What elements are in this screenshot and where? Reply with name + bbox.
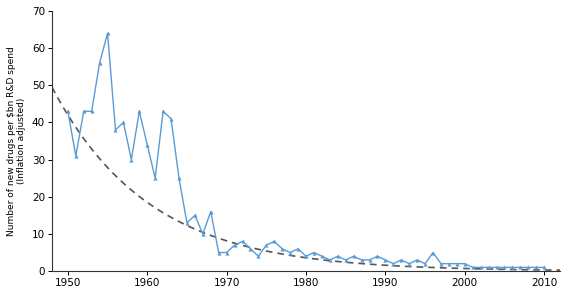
Y-axis label: Number of new drugs per $bn R&D spend
(Inflation adjusted): Number of new drugs per $bn R&D spend (I… (7, 46, 26, 236)
